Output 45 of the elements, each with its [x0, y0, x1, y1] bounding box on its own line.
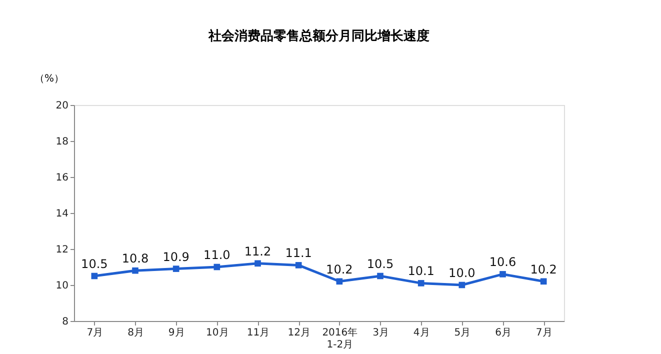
y-tick-label: 16: [56, 172, 68, 184]
point: [500, 271, 506, 278]
data-label: 10.2: [530, 262, 557, 276]
y-axis-title: （%）: [34, 74, 64, 84]
data-label: 10.0: [448, 266, 476, 280]
x-tick-label: 2016年 1-2月: [322, 326, 358, 350]
x-tick-label: 10月: [206, 328, 229, 338]
data-label: 10.5: [81, 257, 108, 271]
data-label: 10.2: [326, 262, 353, 276]
point: [540, 278, 547, 285]
x-tick-label: 6月: [495, 328, 512, 338]
y-tick-label: 12: [56, 244, 68, 256]
x-tick-label: 4月: [413, 328, 430, 338]
x-tick-label: 11月: [246, 328, 270, 338]
data-label: 11.2: [244, 244, 272, 258]
chart-title: 社会消费品零售总额分月同比增长速度: [208, 28, 430, 44]
y-tick-label: 14: [56, 208, 68, 220]
point: [132, 267, 138, 274]
x-tick-label: 7月: [536, 328, 552, 338]
point: [418, 280, 424, 286]
data-label: 10.1: [408, 264, 434, 278]
point: [91, 272, 98, 280]
point: [254, 260, 261, 267]
y-tick-label: 8: [62, 316, 68, 328]
x-tick-label: 8月: [128, 328, 144, 338]
point: [336, 278, 343, 285]
x-tick-label: 12月: [288, 328, 310, 338]
data-label: 10.8: [122, 252, 149, 266]
x-tick-label: 5月: [454, 328, 471, 338]
y-tick-label: 18: [56, 136, 68, 148]
point: [295, 262, 302, 268]
data-label: 11.0: [204, 248, 230, 262]
x-tick-label: 9月: [168, 328, 185, 338]
data-label: 11.1: [285, 246, 312, 260]
data-label: 10.5: [366, 257, 394, 271]
point: [214, 264, 220, 270]
point: [377, 272, 384, 280]
point: [458, 282, 466, 288]
y-tick-label: 10: [56, 280, 68, 292]
point: [172, 266, 180, 272]
data-label: 10.9: [162, 250, 190, 264]
x-tick-label: 7月: [86, 328, 104, 338]
x-tick-label: 3月: [372, 328, 389, 338]
data-label: 10.6: [489, 255, 516, 270]
y-tick-label: 20: [56, 100, 68, 112]
